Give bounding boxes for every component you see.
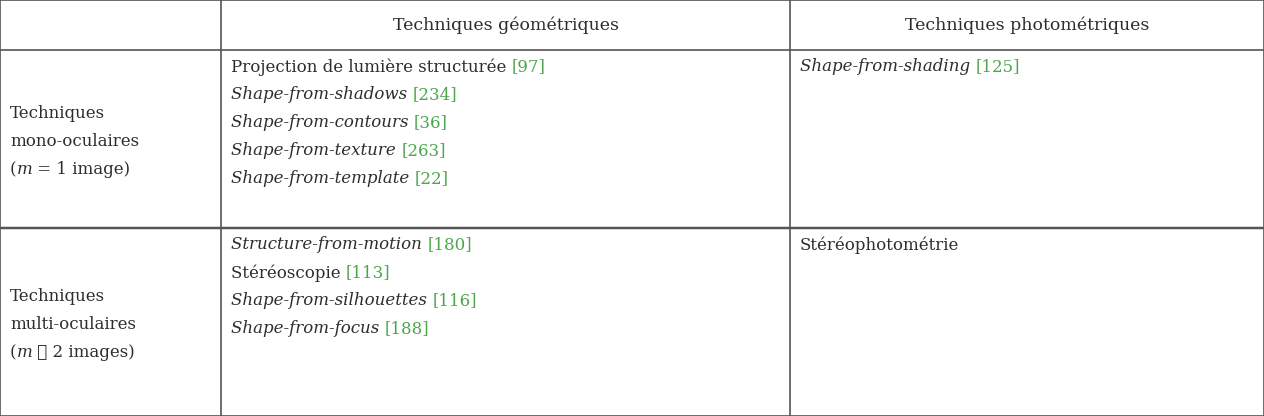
Text: Techniques: Techniques bbox=[10, 288, 105, 305]
Text: [234]: [234] bbox=[412, 86, 458, 103]
Text: Techniques: Techniques bbox=[10, 105, 105, 122]
Text: Shape-from-texture: Shape-from-texture bbox=[231, 142, 401, 159]
Text: mono-oculaires: mono-oculaires bbox=[10, 133, 139, 150]
Text: m: m bbox=[16, 344, 33, 361]
Text: [263]: [263] bbox=[401, 142, 446, 159]
Text: Structure-from-motion: Structure-from-motion bbox=[231, 236, 427, 253]
Text: [180]: [180] bbox=[427, 236, 471, 253]
Text: Shape-from-focus: Shape-from-focus bbox=[231, 320, 384, 337]
Text: [188]: [188] bbox=[384, 320, 430, 337]
Text: [22]: [22] bbox=[415, 170, 449, 187]
Text: Projection de lumière structurée: Projection de lumière structurée bbox=[231, 58, 512, 75]
Text: [113]: [113] bbox=[346, 264, 391, 281]
Text: Stéréophotométrie: Stéréophotométrie bbox=[800, 236, 959, 253]
Text: Shape-from-shadows: Shape-from-shadows bbox=[231, 86, 412, 103]
Text: Shape-from-silhouettes: Shape-from-silhouettes bbox=[231, 292, 432, 309]
Text: [97]: [97] bbox=[512, 58, 546, 75]
Text: multi-oculaires: multi-oculaires bbox=[10, 316, 137, 333]
Text: m: m bbox=[16, 161, 33, 178]
Text: [36]: [36] bbox=[413, 114, 447, 131]
Text: = 1 image): = 1 image) bbox=[33, 161, 130, 178]
Text: Techniques géométriques: Techniques géométriques bbox=[393, 16, 618, 34]
Text: [116]: [116] bbox=[432, 292, 477, 309]
Text: ⩾ 2 images): ⩾ 2 images) bbox=[33, 344, 135, 361]
Text: (: ( bbox=[10, 344, 16, 361]
Text: [125]: [125] bbox=[976, 58, 1020, 75]
Text: Stéréoscopie: Stéréoscopie bbox=[231, 264, 346, 282]
Text: Shape-from-template: Shape-from-template bbox=[231, 170, 415, 187]
Text: (: ( bbox=[10, 161, 16, 178]
Text: Techniques photométriques: Techniques photométriques bbox=[905, 16, 1149, 34]
Text: Shape-from-contours: Shape-from-contours bbox=[231, 114, 413, 131]
Text: Shape-from-shading: Shape-from-shading bbox=[800, 58, 976, 75]
